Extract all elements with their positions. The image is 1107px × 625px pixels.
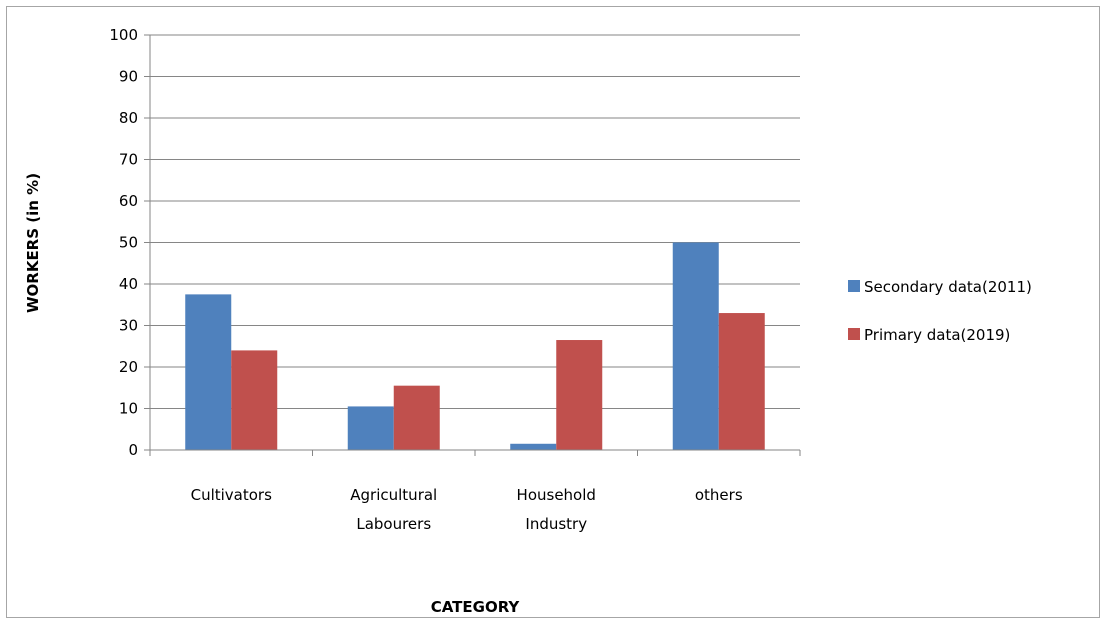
x-category-label: others <box>695 486 743 504</box>
legend: Secondary data(2011) Primary data(2019) <box>848 278 1032 344</box>
legend-swatch <box>848 280 860 292</box>
y-tick-label: 100 <box>109 26 138 44</box>
bar-secondary-2011 <box>672 242 719 450</box>
x-category-label: Labourers <box>356 515 431 533</box>
bar-secondary-2011 <box>347 406 394 450</box>
y-tick-label: 90 <box>119 68 138 86</box>
y-tick-label: 10 <box>119 400 138 418</box>
y-tick-label: 50 <box>119 234 138 252</box>
axes <box>149 35 801 456</box>
y-tick-label: 20 <box>119 358 138 376</box>
legend-label: Primary data(2019) <box>864 326 1010 344</box>
bars <box>185 242 765 450</box>
y-tick-label: 0 <box>128 441 138 459</box>
x-category-label: Cultivators <box>191 486 272 504</box>
legend-swatch <box>848 328 860 340</box>
y-tick-label: 70 <box>119 151 138 169</box>
legend-label: Secondary data(2011) <box>864 278 1032 296</box>
y-tick-label: 40 <box>119 275 138 293</box>
x-category-label: Household <box>517 486 596 504</box>
x-category-label: Agricultural <box>350 486 437 504</box>
y-tick-label: 60 <box>119 192 138 210</box>
bar-primary-2019 <box>231 350 278 450</box>
x-category-labels: Cultivators Agricultural Labourers Househol… <box>191 486 743 533</box>
x-axis-title: CATEGORY <box>431 598 521 616</box>
bar-primary-2019 <box>556 340 603 450</box>
bar-secondary-2011 <box>510 443 557 450</box>
bar-secondary-2011 <box>185 294 232 450</box>
y-axis-title: WORKERS (in %) <box>24 173 42 313</box>
y-tick-label: 30 <box>119 317 138 335</box>
y-tick-labels: 0 10 20 30 40 50 60 70 80 90 100 <box>109 26 138 459</box>
x-category-label: Industry <box>525 515 587 533</box>
bar-primary-2019 <box>393 385 440 450</box>
y-tick-label: 80 <box>119 109 138 127</box>
bar-primary-2019 <box>718 313 765 450</box>
